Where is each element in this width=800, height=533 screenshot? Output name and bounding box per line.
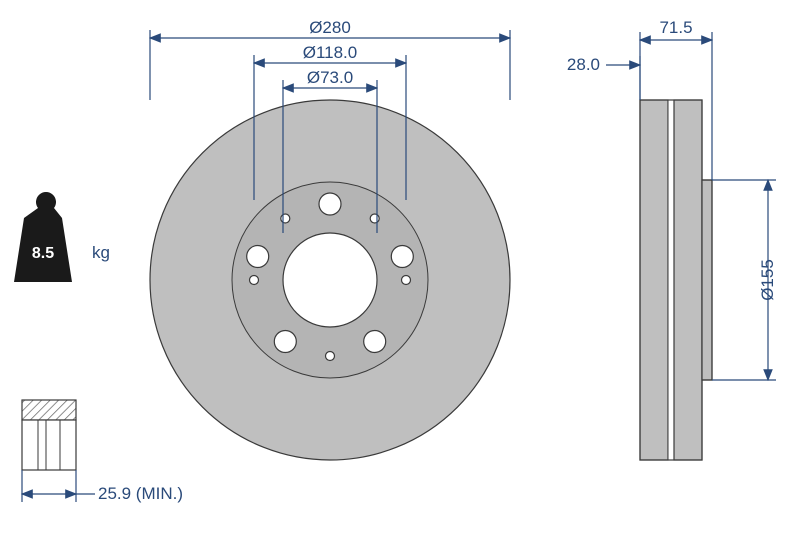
dim-thickness-label: 28.0 [567, 55, 600, 74]
dim-bore-label: Ø73.0 [307, 68, 353, 87]
dim-hat-dia-label: Ø155 [758, 259, 777, 301]
weight-icon: 8.5 kg [14, 192, 110, 282]
dim-thickness: 28.0 [567, 55, 640, 100]
min-thickness-icon [22, 400, 76, 470]
weight-unit: kg [92, 243, 110, 262]
dim-width-label: 71.5 [659, 18, 692, 37]
dim-pcd-label: Ø118.0 [303, 43, 358, 62]
dim-min-thickness: 25.9 (MIN.) [22, 470, 183, 503]
dim-outer-dia-label: Ø280 [309, 18, 351, 37]
dim-hat-dia: Ø155 [712, 180, 777, 380]
weight-value: 8.5 [32, 245, 54, 262]
dim-min-label: 25.9 (MIN.) [98, 484, 183, 503]
front-view [150, 100, 510, 460]
side-view [640, 100, 712, 460]
